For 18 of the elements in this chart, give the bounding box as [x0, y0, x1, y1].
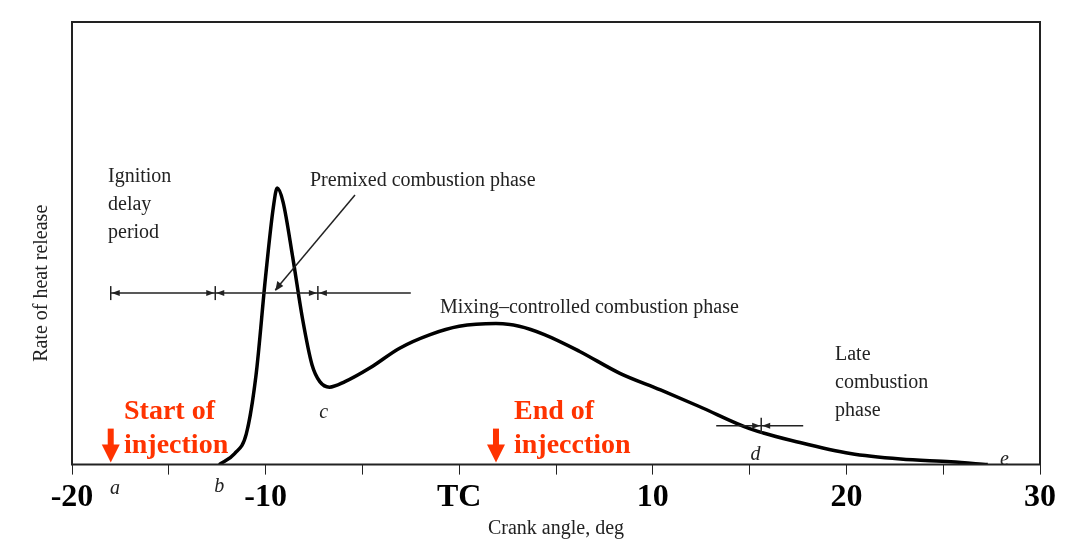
- annotation: b: [214, 473, 225, 496]
- annotation: Mixing–controlled combustion phase: [440, 295, 739, 319]
- text: a: [110, 476, 120, 499]
- annotation: c: [319, 400, 329, 423]
- annotation: Ignition delay period: [108, 164, 172, 244]
- x-tick-label: TC: [436, 477, 482, 514]
- x-tick-label: -20: [50, 477, 94, 514]
- x-tick-label: 20: [830, 477, 863, 514]
- y-axis-title: Rate of heat release: [29, 204, 52, 362]
- annotation: d: [750, 441, 762, 464]
- annotation: Premixed combustion phase: [310, 168, 536, 192]
- x-tick-label: 30: [1024, 477, 1056, 514]
- annotation: Start of injection: [124, 394, 229, 460]
- annotation: End of injecction: [514, 394, 632, 460]
- annotation: Late combustion phase: [835, 342, 929, 422]
- x-axis-title: Crank angle, deg: [487, 516, 625, 540]
- x-tick-label: 10: [636, 477, 669, 514]
- x-tick-label: -10: [244, 477, 287, 514]
